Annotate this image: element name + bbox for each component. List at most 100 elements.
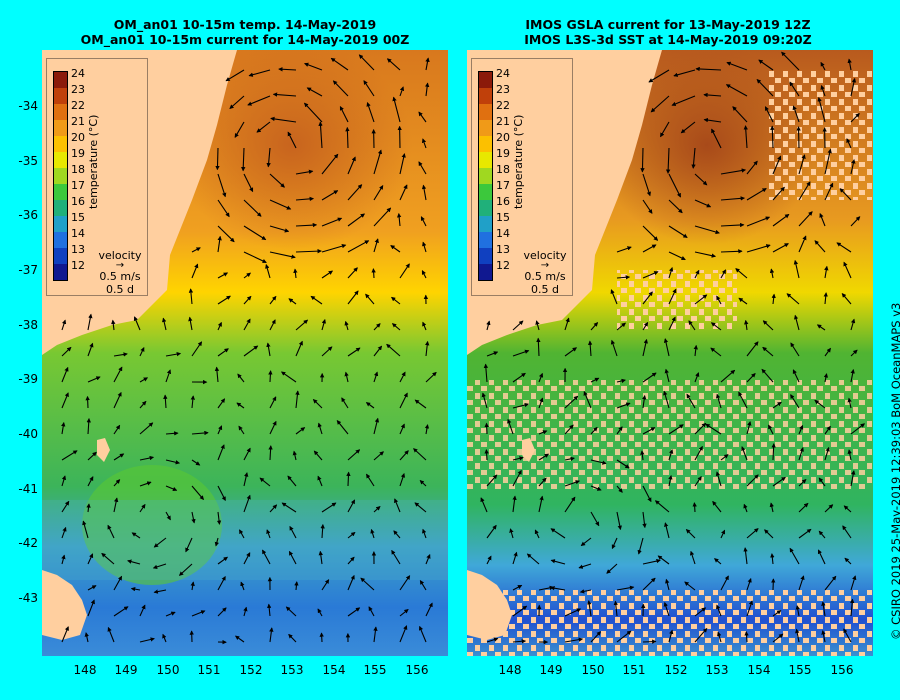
current-arrow	[243, 318, 251, 331]
current-arrow	[720, 575, 729, 591]
lat-tick: -38	[18, 318, 38, 332]
current-arrow	[512, 584, 523, 591]
current-arrow	[399, 184, 408, 201]
current-arrow	[579, 589, 592, 594]
current-arrow	[347, 267, 358, 279]
colorbar-label: 24	[496, 67, 510, 80]
current-arrow	[694, 475, 702, 487]
current-arrow	[139, 481, 152, 487]
current-arrow	[720, 269, 727, 279]
current-arrow	[399, 450, 409, 461]
current-arrow	[781, 51, 800, 71]
velocity-title: velocity	[523, 249, 567, 262]
current-arrow	[824, 425, 831, 435]
units-label: temperature (°C)	[512, 114, 525, 209]
current-arrow	[289, 525, 297, 539]
current-arrow	[798, 502, 809, 513]
current-arrow	[820, 85, 826, 97]
current-arrow	[347, 184, 363, 201]
current-arrow	[710, 347, 722, 357]
current-arrow	[668, 225, 688, 238]
current-arrow	[703, 117, 722, 123]
lon-tick: 154	[747, 663, 771, 677]
current-arrow	[798, 575, 805, 591]
current-arrow	[685, 528, 696, 539]
tasmania-coast	[467, 570, 512, 640]
current-arrow	[732, 106, 748, 123]
current-arrow	[512, 605, 528, 617]
current-arrow	[746, 600, 754, 617]
current-arrow	[366, 102, 375, 123]
cool-eddy	[82, 465, 222, 585]
current-arrow	[113, 575, 123, 591]
current-arrow	[512, 372, 526, 383]
current-arrow	[816, 324, 826, 331]
current-arrow	[139, 604, 146, 617]
colorbar-label: 19	[496, 147, 510, 160]
current-arrow	[178, 563, 193, 576]
current-arrow	[127, 559, 141, 565]
lon-tick: 152	[664, 663, 688, 677]
current-arrow	[714, 558, 722, 565]
current-arrow	[616, 585, 635, 591]
current-arrow	[321, 217, 343, 227]
current-arrow	[215, 147, 220, 171]
current-arrow	[288, 550, 297, 565]
colorbar-label: 18	[496, 163, 510, 176]
current-arrow	[792, 105, 800, 123]
current-arrow	[668, 199, 683, 214]
current-arrow	[319, 632, 324, 643]
current-arrow	[61, 346, 72, 357]
current-arrow	[243, 199, 262, 217]
current-arrow	[217, 348, 229, 357]
current-arrow	[642, 225, 659, 241]
current-arrow	[414, 502, 427, 513]
current-arrow	[798, 447, 804, 461]
current-arrow	[217, 235, 222, 253]
current-arrow	[288, 633, 297, 643]
current-arrow	[613, 600, 618, 617]
current-arrow	[590, 485, 602, 491]
current-arrow	[87, 313, 93, 331]
current-arrow	[610, 289, 618, 305]
current-arrow	[484, 422, 489, 435]
current-arrow	[295, 340, 303, 357]
velocity-key: velocity → 0.5 m/s 0.5 d	[516, 249, 574, 296]
current-arrow	[165, 611, 176, 617]
current-arrow	[847, 397, 852, 409]
current-arrow	[243, 225, 267, 241]
current-arrow	[243, 272, 251, 279]
current-arrow	[399, 609, 409, 617]
current-arrow	[292, 450, 297, 461]
current-arrow	[240, 581, 245, 591]
lat-tick: -42	[18, 536, 38, 550]
velocity-speed: 0.5 m/s	[524, 270, 566, 283]
colorbar-label: 16	[71, 195, 85, 208]
current-arrow	[247, 95, 271, 106]
current-arrow	[111, 319, 116, 331]
current-arrow	[391, 296, 401, 305]
current-arrow	[746, 160, 758, 175]
current-arrow	[590, 322, 599, 331]
current-arrow	[139, 377, 149, 383]
current-arrow	[373, 323, 381, 331]
current-arrow	[262, 549, 271, 565]
current-arrow	[86, 417, 91, 435]
current-arrow	[165, 431, 179, 436]
current-arrow	[640, 147, 645, 173]
current-arrow	[191, 459, 201, 466]
current-arrow	[616, 485, 623, 493]
current-arrow	[113, 606, 129, 617]
current-arrow	[373, 417, 380, 435]
current-arrow	[295, 427, 306, 435]
current-arrow	[425, 371, 437, 383]
current-arrow	[317, 608, 323, 617]
current-arrow	[217, 295, 231, 305]
lon-tick: 149	[114, 663, 138, 677]
current-arrow	[772, 186, 785, 201]
current-arrow	[824, 182, 834, 201]
current-arrow	[165, 485, 178, 492]
current-arrow	[399, 473, 406, 487]
current-arrow	[130, 586, 141, 592]
current-arrow	[772, 213, 790, 227]
